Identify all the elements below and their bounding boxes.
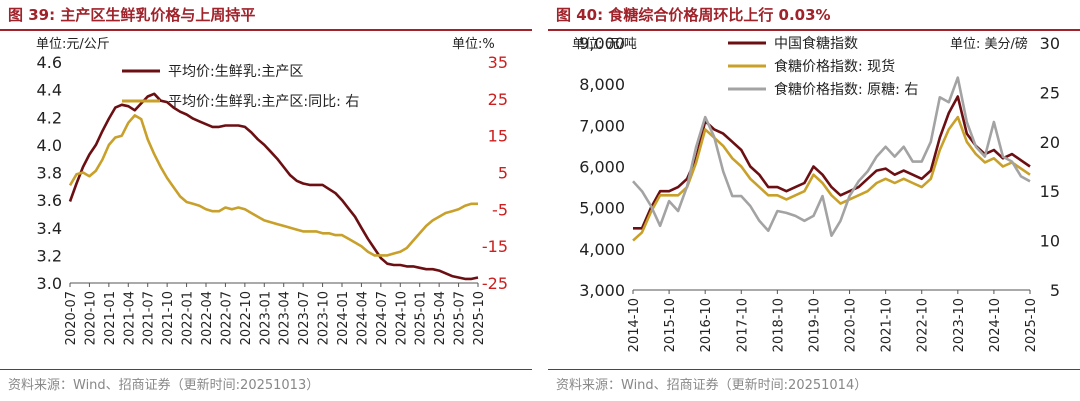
bottom-rule — [0, 369, 532, 370]
x-tick-label: 2024-04 — [355, 291, 370, 345]
y-left-tick-label: 3,000 — [579, 281, 625, 300]
y-left-tick-label: 4.2 — [37, 108, 62, 127]
legend-label: 中国食糖指数 — [774, 35, 858, 52]
legend-label: 食糖价格指数: 原糖: 右 — [774, 81, 918, 98]
legend-label: 平均价:生鲜乳:主产区:同比: 右 — [168, 94, 359, 110]
y-right-tick-label: -15 — [482, 237, 508, 256]
x-tick-label: 2025-10 — [1024, 298, 1039, 352]
y-left-tick-label: 4.0 — [37, 136, 62, 155]
x-tick-label: 2021-01 — [103, 291, 118, 345]
title-rule — [0, 29, 532, 31]
x-tick-label: 2021-10 — [161, 291, 176, 345]
x-tick-label: 2020-07 — [64, 291, 79, 345]
x-tick-label: 2022-04 — [200, 291, 215, 345]
y-right-tick-label: -5 — [492, 200, 508, 219]
x-tick-label: 2022-10 — [916, 298, 931, 352]
x-tick-label: 2023-04 — [278, 291, 293, 345]
series-line-1 — [633, 95, 1031, 230]
y-left-tick-label: 3.2 — [37, 246, 62, 265]
y-right-tick-label: 15 — [488, 127, 508, 146]
y-right-tick-label: 10 — [1040, 232, 1060, 251]
y-right-tick-label: 15 — [1040, 182, 1060, 201]
y-right-tick-label: -25 — [482, 274, 508, 293]
x-tick-label: 2025-01 — [414, 291, 429, 345]
source-note: 资料来源：Wind、招商证券（更新时间:20251014） — [556, 378, 868, 393]
y-right-unit-label: 单位:% — [452, 37, 495, 52]
y-left-tick-label: 3.8 — [37, 164, 62, 183]
y-left-tick-label: 3.6 — [37, 191, 62, 210]
y-right-tick-label: 25 — [1040, 83, 1060, 102]
x-tick-label: 2020-10 — [844, 298, 859, 352]
x-tick-label: 2016-10 — [699, 298, 714, 352]
x-tick-label: 2023-10 — [317, 291, 332, 345]
x-tick-label: 2019-10 — [807, 298, 822, 352]
y-left-unit-label: 单位: 元/吨 — [572, 37, 637, 52]
x-tick-label: 2023-10 — [952, 298, 967, 352]
title-rule — [548, 29, 1080, 31]
chart-milk-price: 单位:元/公斤 单位:% 3.0 3.2 3.4 3.6 3.8 4.0 4.2 4.4 4.6 -2… — [36, 37, 508, 345]
x-tick-label: 2024-10 — [394, 291, 409, 345]
figure-title: 图 39: 主产区生鲜乳价格与上周持平 — [8, 6, 256, 24]
x-tick-label: 2020-10 — [83, 291, 98, 345]
bottom-rule — [548, 369, 1080, 370]
x-tick-label: 2021-10 — [880, 298, 895, 352]
y-left-tick-label: 6,000 — [579, 158, 625, 177]
y-right-tick-label: 35 — [488, 53, 508, 72]
y-right-tick-label: 5 — [1050, 281, 1060, 300]
series-line-2 — [68, 114, 478, 257]
y-left-tick-label: 4,000 — [579, 240, 625, 259]
x-tick-label: 2015-10 — [663, 298, 678, 352]
source-note: 资料来源：Wind、招商证券（更新时间:20251013） — [8, 378, 320, 393]
y-left-tick-label: 3.4 — [37, 219, 62, 238]
x-tick-label: 2022-10 — [239, 291, 254, 345]
y-left-tick-label: 9,000 — [579, 34, 625, 53]
figure-title: 图 40: 食糖综合价格周环比上行 0.03% — [556, 6, 831, 24]
y-left-tick-label: 7,000 — [579, 116, 625, 135]
y-left-tick-label: 8,000 — [579, 75, 625, 94]
x-tick-label: 2024-01 — [336, 291, 351, 345]
y-left-tick-label: 3.0 — [37, 274, 62, 293]
legend-label: 平均价:生鲜乳:主产区 — [168, 64, 303, 80]
y-right-tick-label: 25 — [488, 90, 508, 109]
x-tick-label: 2025-07 — [453, 291, 468, 345]
x-tick-label: 2022-07 — [219, 291, 234, 345]
series-line-2 — [632, 115, 1031, 242]
x-tick-label: 2023-01 — [258, 291, 273, 345]
y-right-tick-label: 30 — [1040, 34, 1060, 53]
legend-label: 食糖价格指数: 现货 — [774, 58, 895, 75]
figure-40: 图 40: 食糖综合价格周环比上行 0.03% 单位: 元/吨 单位: 美分/磅 3… — [548, 0, 1080, 401]
x-tick-label: 2017-10 — [735, 298, 750, 352]
y-right-tick-label: 5 — [498, 164, 508, 183]
x-tick-label: 2014-10 — [627, 298, 642, 352]
x-tick-label: 2018-10 — [771, 298, 786, 352]
chart-sugar-price: 单位: 元/吨 单位: 美分/磅 3,000 4,000 5,000 6,000 7,000… — [572, 34, 1060, 352]
y-left-tick-label: 5,000 — [579, 199, 625, 218]
y-right-unit-label: 单位: 美分/磅 — [950, 36, 1028, 52]
x-tick-label: 2025-10 — [472, 291, 487, 345]
y-left-tick-label: 4.4 — [37, 81, 62, 100]
x-tick-label: 2023-07 — [297, 291, 312, 345]
x-tick-label: 2021-04 — [122, 291, 137, 345]
figure-39: 图 39: 主产区生鲜乳价格与上周持平 单位:元/公斤 单位:% 3.0 3.2 3.4… — [0, 6, 532, 393]
x-tick-label: 2024-07 — [375, 291, 390, 345]
y-right-tick-label: 20 — [1040, 133, 1060, 152]
x-tick-label: 2025-04 — [433, 291, 448, 345]
series-line-3 — [632, 76, 1031, 237]
series-line-1 — [68, 92, 479, 281]
x-tick-label: 2024-10 — [988, 298, 1003, 352]
x-tick-label: 2022-01 — [181, 291, 196, 345]
y-left-unit-label: 单位:元/公斤 — [36, 37, 110, 52]
x-tick-label: 2021-07 — [142, 291, 157, 345]
y-left-tick-label: 4.6 — [37, 53, 62, 72]
